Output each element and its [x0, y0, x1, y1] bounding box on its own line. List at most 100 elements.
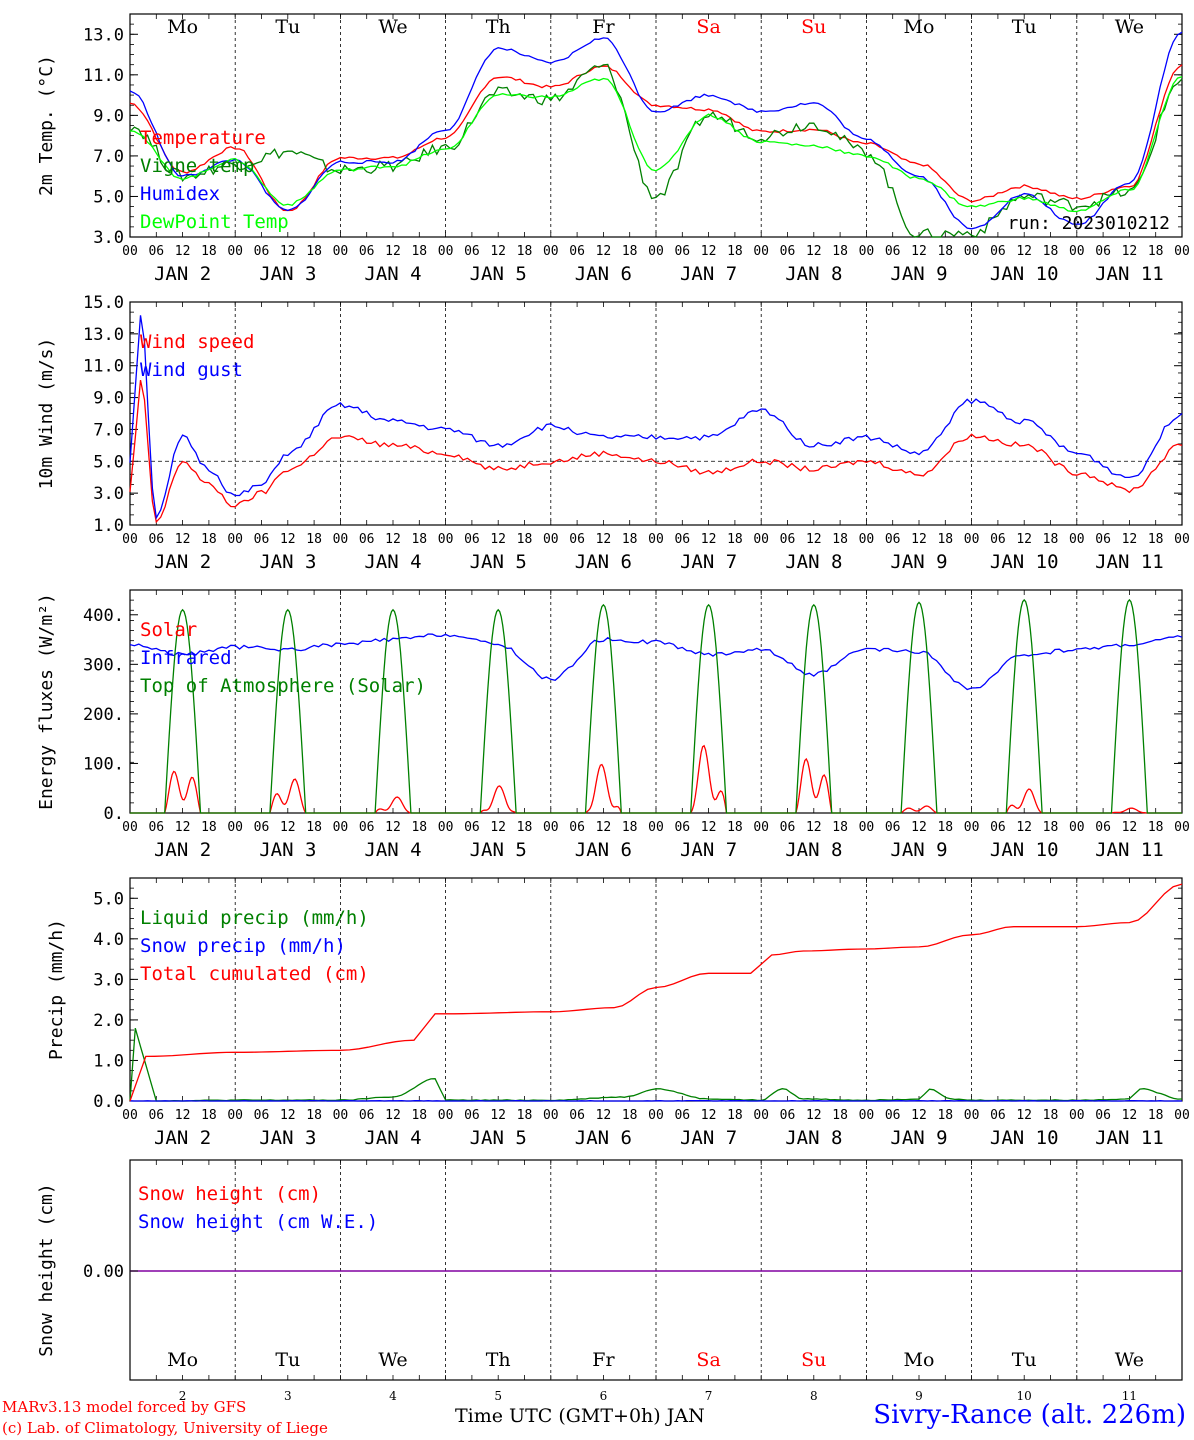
hour-tick-label: 18: [622, 532, 638, 547]
day-label: JAN 7: [680, 263, 737, 285]
day-label: JAN 3: [259, 263, 316, 285]
y-tick-label: 2.0: [93, 1011, 124, 1031]
y-tick-label: 11.0: [83, 357, 124, 377]
hour-tick-label: 00: [227, 532, 243, 547]
hour-tick-label: 18: [517, 532, 533, 547]
weekday-label-bottom: Fr: [592, 1349, 615, 1371]
legend-entry: Snow height (cm): [138, 1183, 321, 1205]
y-tick-label: 7.0: [93, 420, 124, 440]
lab-credit: (c) Lab. of Climatology, University of L…: [2, 1419, 328, 1437]
y-axis-label: 10m Wind (m/s): [36, 338, 57, 490]
hour-tick-label: 18: [411, 532, 427, 547]
y-tick-label: 400.: [83, 606, 124, 626]
hour-tick-label: 00: [753, 244, 769, 259]
weekday-label-bottom: Th: [486, 1349, 511, 1371]
hour-tick-label: 00: [438, 1108, 454, 1123]
hour-tick-label: 00: [648, 244, 664, 259]
plot-frame: [129, 13, 1183, 238]
weekday-label-top: Mo: [167, 16, 198, 38]
hour-tick-label: 06: [148, 820, 164, 835]
day-label: JAN 2: [154, 551, 211, 573]
hour-tick-label: 18: [727, 1108, 743, 1123]
hour-tick-label: 18: [201, 1108, 217, 1123]
day-label: JAN 6: [575, 551, 632, 573]
day-label: JAN 3: [259, 1127, 316, 1149]
hour-tick-label: 06: [148, 1108, 164, 1123]
legend-entry: Temperature: [140, 127, 266, 149]
hour-tick-label: 06: [1095, 820, 1111, 835]
day-number: 10: [1017, 1389, 1032, 1403]
hour-tick-label: 06: [780, 1108, 796, 1123]
y-tick-label: 5.0: [93, 889, 124, 909]
day-label: JAN 6: [575, 839, 632, 861]
hour-tick-label: 18: [1043, 820, 1059, 835]
hour-tick-label: 00: [438, 244, 454, 259]
y-tick-label: 5.0: [93, 452, 124, 472]
legend-entry: Total cumulated (cm): [140, 963, 369, 985]
hour-tick-label: 18: [1043, 532, 1059, 547]
hour-tick-label: 12: [175, 532, 191, 547]
hour-tick-label: 00: [227, 244, 243, 259]
hour-tick-label: 18: [1148, 1108, 1164, 1123]
hour-tick-label: 12: [806, 532, 822, 547]
y-axis-label: Snow height (cm): [36, 1183, 57, 1356]
y-tick-label: 9.0: [93, 389, 124, 409]
hour-tick-label: 00: [122, 1108, 138, 1123]
hour-tick-label: 06: [569, 820, 585, 835]
hour-tick-label: 18: [1148, 820, 1164, 835]
day-label: JAN 4: [364, 263, 421, 285]
hour-tick-label: 12: [806, 820, 822, 835]
hour-tick-label: 06: [990, 244, 1006, 259]
weekday-label-bottom: We: [1115, 1349, 1144, 1371]
hour-tick-label: 06: [1095, 532, 1111, 547]
hour-tick-label: 06: [254, 1108, 270, 1123]
hour-tick-label: 12: [1016, 820, 1032, 835]
hour-tick-label: 00: [1174, 532, 1190, 547]
day-label: JAN 9: [890, 839, 947, 861]
day-label: JAN 8: [785, 551, 842, 573]
hour-tick-label: 00: [753, 1108, 769, 1123]
legend-entry: Wind speed: [140, 331, 254, 353]
hour-tick-label: 00: [859, 820, 875, 835]
day-label: JAN 9: [890, 1127, 947, 1149]
y-axis-label: 2m Temp. (°C): [36, 55, 57, 196]
hour-tick-label: 00: [543, 820, 559, 835]
y-tick-label: 1.0: [93, 1051, 124, 1071]
hour-tick-label: 18: [937, 244, 953, 259]
hour-tick-label: 06: [569, 1108, 585, 1123]
hour-tick-label: 12: [280, 1108, 296, 1123]
y-tick-label: 300.: [83, 655, 124, 675]
day-label: JAN 6: [575, 263, 632, 285]
y-tick-label: 5.0: [93, 187, 124, 207]
day-label: JAN 10: [990, 1127, 1059, 1149]
hour-tick-label: 00: [122, 820, 138, 835]
hour-tick-label: 00: [964, 820, 980, 835]
hour-tick-label: 18: [727, 820, 743, 835]
legend-entry: DewPoint Temp: [140, 211, 289, 233]
y-tick-label: 3.0: [93, 970, 124, 990]
hour-tick-label: 12: [701, 532, 717, 547]
hour-tick-label: 18: [306, 1108, 322, 1123]
hour-tick-label: 18: [517, 1108, 533, 1123]
hour-tick-label: 12: [911, 820, 927, 835]
hour-tick-label: 06: [464, 1108, 480, 1123]
hour-tick-label: 12: [1016, 532, 1032, 547]
day-label: JAN 9: [890, 551, 947, 573]
y-tick-label: 200.: [83, 705, 124, 725]
hour-tick-label: 18: [517, 820, 533, 835]
hour-tick-label: 00: [333, 1108, 349, 1123]
hour-tick-label: 12: [1122, 532, 1138, 547]
hour-tick-label: 12: [280, 532, 296, 547]
hour-tick-label: 12: [596, 820, 612, 835]
y-tick-label: 13.0: [83, 325, 124, 345]
legend-entry: Humidex: [140, 183, 220, 205]
hour-tick-label: 00: [1069, 1108, 1085, 1123]
hour-tick-label: 06: [148, 244, 164, 259]
hour-tick-label: 06: [359, 244, 375, 259]
hour-tick-label: 12: [280, 244, 296, 259]
series-line: [129, 63, 1183, 238]
hour-tick-label: 00: [753, 532, 769, 547]
weekday-label-top: Tu: [275, 16, 300, 38]
hour-tick-label: 00: [227, 1108, 243, 1123]
